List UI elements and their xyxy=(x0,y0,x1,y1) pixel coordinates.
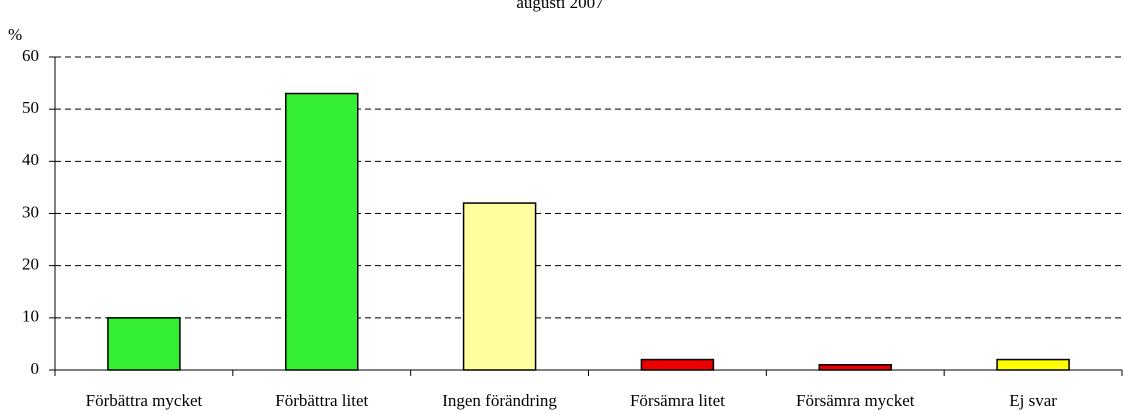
x-tick-label: Försämra litet xyxy=(630,391,725,410)
bar xyxy=(996,358,1070,371)
x-tick-label: Förbättra litet xyxy=(275,391,368,410)
bar xyxy=(640,358,715,371)
bar xyxy=(285,92,359,371)
chart-title: augusti 2007 xyxy=(516,0,604,12)
x-tick-label: Ingen förändring xyxy=(442,391,557,410)
y-tick-label: 60 xyxy=(22,46,39,65)
x-tick-label: Försämra mycket xyxy=(796,391,915,410)
bar xyxy=(462,202,537,371)
bar xyxy=(107,317,181,371)
y-tick-label: 20 xyxy=(22,255,39,274)
y-tick-label: 30 xyxy=(22,202,39,221)
y-tick-label: 50 xyxy=(22,98,39,117)
bar xyxy=(818,364,892,371)
y-tick-label: 0 xyxy=(31,359,40,378)
y-axis-label: % xyxy=(8,25,22,44)
y-tick-label: 40 xyxy=(22,150,39,169)
x-tick-label: Ej svar xyxy=(1009,391,1057,410)
y-tick-label: 10 xyxy=(22,307,39,326)
x-tick-label: Förbättra mycket xyxy=(86,391,203,410)
